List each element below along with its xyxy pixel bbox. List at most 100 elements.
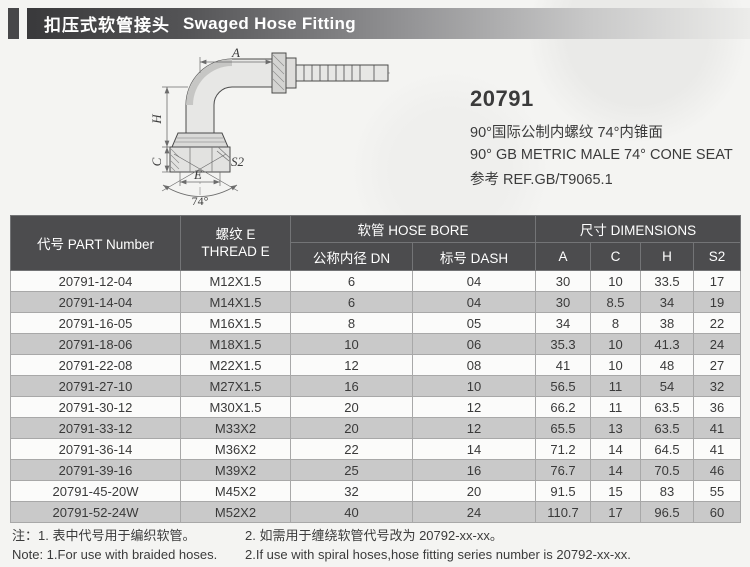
- cell-part-number: 20791-52-24W: [10, 501, 181, 523]
- cell-thread: M12X1.5: [180, 270, 291, 292]
- table-row: 20791-14-04 M14X1.5 6 04 30 8.5 34 19: [10, 291, 742, 313]
- col-header-c: C: [590, 242, 641, 271]
- page-banner: 扣压式软管接头 Swaged Hose Fitting: [27, 8, 750, 39]
- product-reference: 参考 REF.GB/T9065.1: [470, 172, 613, 188]
- ferrule: [171, 132, 229, 148]
- cell-dash: 05: [412, 312, 536, 334]
- cell-dim-a: 30: [535, 291, 591, 313]
- cell-thread: M52X2: [180, 501, 291, 523]
- cell-dn: 20: [290, 417, 413, 439]
- dim-label-a: A: [231, 45, 240, 60]
- cell-part-number: 20791-45-20W: [10, 480, 181, 502]
- cell-dn: 10: [290, 333, 413, 355]
- cell-dn: 6: [290, 291, 413, 313]
- barb-ribs: [303, 65, 375, 81]
- cell-dash: 14: [412, 438, 536, 460]
- hex-facet-lines: [189, 147, 213, 172]
- table-row: 20791-22-08 M22X1.5 12 08 41 10 48 27: [10, 354, 742, 376]
- col-header-s2: S2: [692, 242, 742, 271]
- cell-dim-c: 15: [590, 480, 641, 502]
- table-row: 20791-27-10 M27X1.5 16 10 56.5 11 54 32: [10, 375, 742, 397]
- cell-dn: 32: [290, 480, 413, 502]
- cell-thread: M33X2: [180, 417, 291, 439]
- cell-part-number: 20791-12-04: [10, 270, 181, 292]
- cell-dim-h: 83: [640, 480, 694, 502]
- table-row: 20791-16-05 M16X1.5 8 05 34 8 38 22: [10, 312, 742, 334]
- cell-part-number: 20791-16-05: [10, 312, 181, 334]
- cell-dim-a: 110.7: [535, 501, 591, 523]
- cell-dim-h: 33.5: [640, 270, 694, 292]
- cell-thread: M22X1.5: [180, 354, 291, 376]
- cell-dim-c: 10: [590, 270, 641, 292]
- cell-dim-a: 34: [535, 312, 591, 334]
- cell-part-number: 20791-27-10: [10, 375, 181, 397]
- cell-part-number: 20791-14-04: [10, 291, 181, 313]
- cell-dim-s2: 24: [692, 333, 742, 355]
- cell-dim-s2: 55: [692, 480, 742, 502]
- collar: [271, 52, 287, 94]
- cell-dim-a: 65.5: [535, 417, 591, 439]
- cell-dash: 12: [412, 396, 536, 418]
- cell-dim-h: 54: [640, 375, 694, 397]
- group-header-dimensions: 尺寸 DIMENSIONS: [534, 215, 742, 243]
- dim-label-h: H: [149, 114, 164, 125]
- cell-dim-a: 41: [535, 354, 591, 376]
- cell-dim-c: 10: [590, 354, 641, 376]
- cell-dash: 16: [412, 459, 536, 481]
- cell-dim-h: 64.5: [640, 438, 694, 460]
- cell-dim-h: 70.5: [640, 459, 694, 481]
- hex-nut: [169, 146, 231, 173]
- col-header-thread-zh: 螺纹 E: [215, 227, 256, 242]
- cell-dim-s2: 46: [692, 459, 742, 481]
- table-row: 20791-18-06 M18X1.5 10 06 35.3 10 41.3 2…: [10, 333, 742, 355]
- cell-dim-a: 35.3: [535, 333, 591, 355]
- cell-part-number: 20791-36-14: [10, 438, 181, 460]
- col-header-h: H: [640, 242, 694, 271]
- hex-chamfer-line: [217, 146, 231, 159]
- cell-dim-s2: 32: [692, 375, 742, 397]
- cell-dim-a: 30: [535, 270, 591, 292]
- cell-dim-h: 63.5: [640, 396, 694, 418]
- cell-part-number: 20791-18-06: [10, 333, 181, 355]
- cell-dim-h: 38: [640, 312, 694, 334]
- cell-dn: 6: [290, 270, 413, 292]
- table-row: 20791-52-24W M52X2 40 24 110.7 17 96.5 6…: [10, 501, 742, 523]
- note-en-2: 2.If use with spiral hoses,hose fitting …: [245, 547, 631, 562]
- cell-dn: 22: [290, 438, 413, 460]
- cell-dash: 12: [412, 417, 536, 439]
- ferrule-serrations: [175, 137, 225, 143]
- cell-part-number: 20791-33-12: [10, 417, 181, 439]
- cell-dash: 08: [412, 354, 536, 376]
- cell-dim-c: 11: [590, 396, 641, 418]
- col-header-dash: 标号 DASH: [412, 242, 536, 271]
- cell-dash: 10: [412, 375, 536, 397]
- cell-dn: 25: [290, 459, 413, 481]
- cell-dim-a: 71.2: [535, 438, 591, 460]
- col-header-a: A: [535, 242, 591, 271]
- cell-dim-s2: 27: [692, 354, 742, 376]
- cell-dim-s2: 60: [692, 501, 742, 523]
- cell-thread: M18X1.5: [180, 333, 291, 355]
- cell-part-number: 20791-39-16: [10, 459, 181, 481]
- cell-dash: 06: [412, 333, 536, 355]
- cell-dim-c: 13: [590, 417, 641, 439]
- cell-dn: 16: [290, 375, 413, 397]
- cell-dim-h: 63.5: [640, 417, 694, 439]
- col-header-thread: 螺纹 E THREAD E: [180, 215, 291, 271]
- cell-part-number: 20791-22-08: [10, 354, 181, 376]
- hose-barb-shaft: [295, 64, 389, 82]
- cell-dim-a: 56.5: [535, 375, 591, 397]
- cell-dim-h: 34: [640, 291, 694, 313]
- cell-dim-s2: 22: [692, 312, 742, 334]
- note-zh-2: 2. 如需用于缠绕软管代号改为 20792-xx-xx。: [245, 528, 503, 543]
- cell-dim-c: 17: [590, 501, 641, 523]
- cell-dim-c: 14: [590, 459, 641, 481]
- cell-thread: M45X2: [180, 480, 291, 502]
- cell-dim-s2: 19: [692, 291, 742, 313]
- table-row: 20791-12-04 M12X1.5 6 04 30 10 33.5 17: [10, 270, 742, 292]
- col-header-thread-en: THREAD E: [201, 244, 270, 259]
- cell-dim-c: 14: [590, 438, 641, 460]
- cell-dim-c: 8.5: [590, 291, 641, 313]
- cell-thread: M39X2: [180, 459, 291, 481]
